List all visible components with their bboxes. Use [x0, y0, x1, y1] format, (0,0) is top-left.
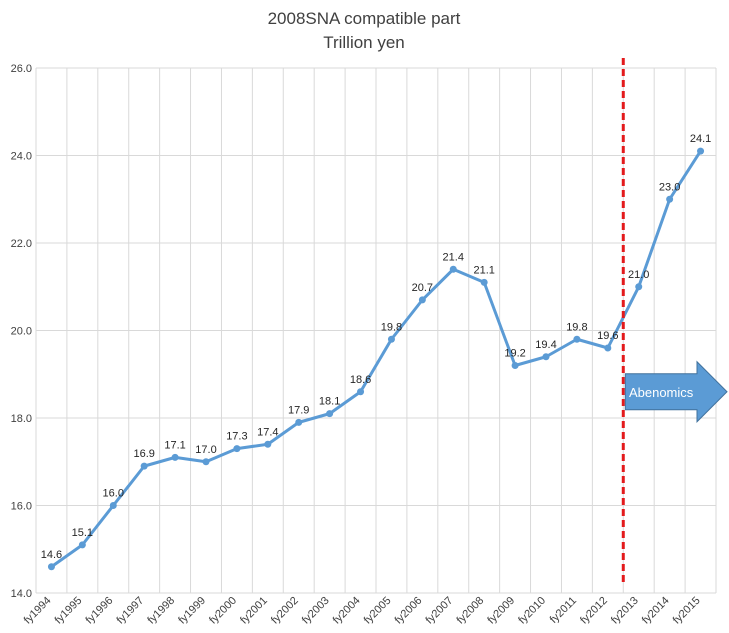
- x-tick-label: fy2006: [393, 595, 425, 627]
- gridlines: [35, 67, 717, 594]
- data-label: 17.9: [288, 404, 309, 416]
- data-point: [449, 265, 457, 273]
- y-tick-label: 16.0: [11, 501, 32, 513]
- data-label: 17.3: [226, 431, 247, 443]
- y-tick-label: 26.0: [11, 63, 32, 75]
- x-tick-label: fy2007: [424, 595, 456, 627]
- x-tick-label: fy2002: [269, 595, 301, 627]
- data-label: 18.1: [319, 396, 340, 408]
- data-label: 19.6: [597, 330, 618, 342]
- y-tick-label: 22.0: [11, 238, 32, 250]
- data-point: [295, 418, 303, 426]
- x-tick-label: fy2005: [362, 595, 394, 627]
- data-point: [511, 362, 519, 369]
- data-label: 23.0: [659, 181, 680, 193]
- data-point: [387, 335, 395, 343]
- abenomics-label: Abenomics: [629, 385, 694, 400]
- data-point: [604, 344, 612, 352]
- x-tick-label: fy1996: [84, 595, 116, 627]
- x-tick-label: fy2003: [300, 595, 332, 627]
- x-tick-label: fy1995: [53, 595, 85, 627]
- data-label: 21.1: [473, 264, 494, 276]
- abenomics-arrow: [624, 360, 728, 423]
- data-label: 21.0: [628, 269, 649, 281]
- x-tick-label: fy2001: [238, 595, 270, 627]
- data-label: 24.1: [690, 133, 711, 145]
- abenomics-annotation: Abenomics: [621, 58, 728, 583]
- data-point: [573, 335, 581, 343]
- x-tick-label: fy2009: [485, 595, 517, 627]
- y-tick-label: 14.0: [11, 588, 32, 600]
- x-tick-label: fy2000: [207, 595, 239, 627]
- data-label: 16.9: [133, 448, 154, 460]
- x-tick-label: fy2008: [454, 595, 486, 627]
- chart-subtitle: Trillion yen: [323, 33, 405, 52]
- data-point: [326, 410, 334, 418]
- series-line-path: [50, 150, 702, 568]
- x-tick-label: fy2004: [331, 595, 363, 627]
- x-tick-label: fy2014: [640, 595, 672, 627]
- data-point: [542, 353, 550, 361]
- data-point: [697, 147, 705, 155]
- data-point: [418, 296, 426, 304]
- data-label: 14.6: [41, 549, 62, 561]
- data-point: [140, 462, 148, 470]
- data-point: [78, 541, 86, 549]
- data-label: 19.2: [504, 348, 525, 360]
- data-label: 19.8: [381, 321, 402, 333]
- data-label: 21.4: [443, 251, 464, 263]
- x-tick-label: fy1997: [114, 595, 146, 627]
- chart-title: 2008SNA compatible part: [268, 9, 461, 28]
- data-label: 17.4: [257, 426, 278, 438]
- x-tick-label: fy2010: [516, 595, 548, 627]
- data-label: 20.7: [412, 282, 433, 294]
- data-label: 15.1: [72, 527, 93, 539]
- x-tick-label: fy2013: [609, 595, 641, 627]
- y-tick-label: 20.0: [11, 326, 32, 338]
- x-tick-label: fy1998: [145, 595, 177, 627]
- y-tick-label: 24.0: [11, 151, 32, 163]
- x-tick-label: fy2011: [548, 595, 579, 626]
- data-label: 19.8: [566, 321, 587, 333]
- x-tick-label: fy1999: [176, 595, 208, 627]
- data-point: [233, 445, 241, 453]
- data-point: [357, 388, 365, 396]
- data-label: 17.1: [164, 439, 185, 451]
- data-point: [264, 440, 272, 448]
- x-tick-label: fy2015: [671, 595, 703, 627]
- series-line: [50, 150, 702, 568]
- x-tick-label: fy2012: [578, 595, 610, 627]
- data-point: [666, 195, 674, 203]
- data-point: [109, 502, 117, 509]
- y-axis: 14.0 16.0 18.0 20.0 22.0 24.0 26.0: [11, 63, 32, 600]
- y-tick-label: 18.0: [11, 413, 32, 425]
- data-label: 18.6: [350, 374, 371, 386]
- data-point: [171, 453, 179, 461]
- data-labels: 14.6 15.1 16.0 16.9 17.1 17.0 17.3 17.4 17.9 18.1…: [41, 133, 712, 561]
- data-point: [635, 283, 643, 291]
- data-point: [202, 458, 210, 466]
- series-points: [47, 147, 705, 571]
- x-axis: fy1994 fy1995 fy1996 fy1997 fy1998 fy1999 fy20…: [22, 595, 703, 627]
- data-label: 16.0: [103, 488, 124, 500]
- data-point: [480, 278, 488, 286]
- data-point: [47, 563, 55, 571]
- data-label: 19.4: [535, 339, 556, 351]
- data-label: 17.0: [195, 444, 216, 456]
